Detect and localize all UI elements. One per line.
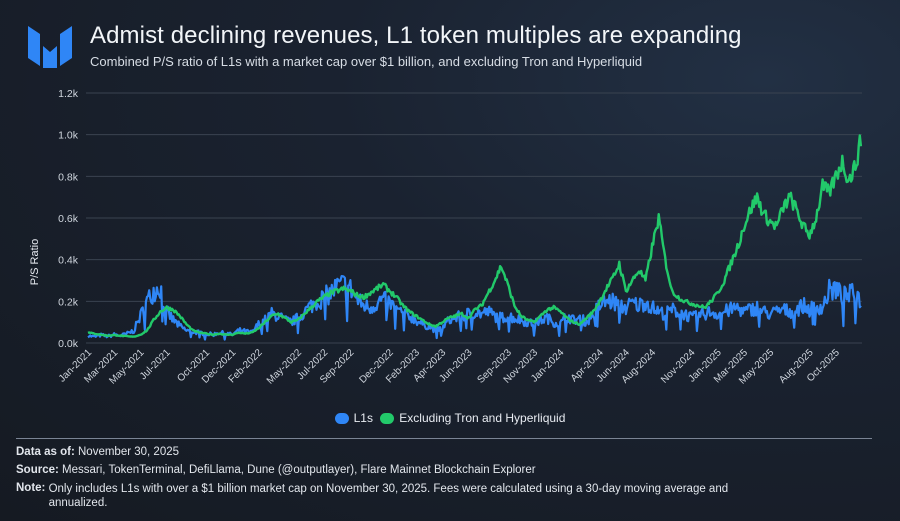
y-tick-label: 0.4k bbox=[58, 255, 79, 267]
note-value: Only includes L1s with over a $1 billion… bbox=[48, 483, 729, 509]
source-value: Messari, TokenTerminal, DefiLlama, Dune … bbox=[62, 464, 536, 476]
chart-legend: L1s Excluding Tron and Hyperliquid bbox=[0, 411, 900, 427]
footer-source: Source: Messari, TokenTerminal, DefiLlam… bbox=[16, 464, 536, 476]
y-axis-ticks: 0.0k 0.2k 0.4k 0.6k 0.8k 1.0k 1.2k bbox=[58, 88, 79, 350]
legend-label-excluding: Excluding Tron and Hyperliquid bbox=[399, 411, 566, 425]
x-tick-label: May-2022 bbox=[265, 347, 305, 387]
legend-item-l1s[interactable]: L1s bbox=[334, 411, 373, 425]
footer-data-as-of: Data as of: November 30, 2025 bbox=[16, 446, 179, 458]
y-tick-label: 1.2k bbox=[58, 88, 79, 100]
legend-swatch-excluding bbox=[380, 412, 395, 424]
chart-title: Admist declining revenues, L1 token mult… bbox=[90, 22, 742, 49]
y-tick-label: 0.0k bbox=[58, 338, 79, 350]
note-label: Note: bbox=[16, 482, 46, 494]
legend-label-l1s: L1s bbox=[353, 411, 373, 425]
gridlines bbox=[86, 92, 862, 344]
footer-divider bbox=[16, 438, 872, 439]
source-label: Source: bbox=[16, 464, 59, 476]
line-chart: 0.0k 0.2k 0.4k 0.6k 0.8k 1.0k 1.2k P/S Ratio J… bbox=[29, 88, 863, 387]
y-tick-label: 0.2k bbox=[58, 296, 79, 308]
data-as-of-value: November 30, 2025 bbox=[78, 446, 180, 458]
y-tick-label: 0.8k bbox=[58, 171, 79, 183]
footer-note: Note: Only includes L1s with over a $1 b… bbox=[16, 482, 749, 510]
y-axis-label: P/S Ratio bbox=[29, 239, 41, 285]
messari-logo-icon bbox=[28, 26, 72, 68]
data-as-of-label: Data as of: bbox=[16, 446, 75, 458]
series-line-excluding-tron-hyperliquid bbox=[87, 134, 863, 338]
y-tick-label: 1.0k bbox=[58, 130, 79, 142]
legend-swatch-l1s bbox=[334, 412, 349, 424]
series-lines bbox=[87, 134, 863, 341]
chart-subtitle: Combined P/S ratio of L1s with a market … bbox=[90, 54, 643, 69]
legend-item-excluding[interactable]: Excluding Tron and Hyperliquid bbox=[380, 411, 565, 425]
y-tick-label: 0.6k bbox=[58, 213, 79, 225]
